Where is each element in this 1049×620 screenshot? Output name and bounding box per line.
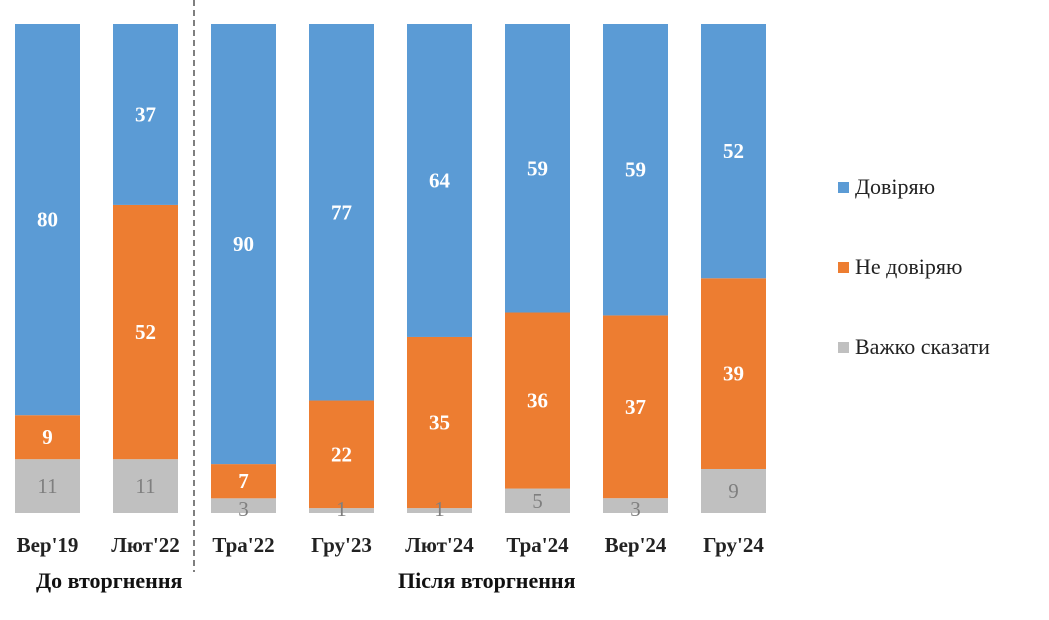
value-label-hard-to-say: 1: [434, 497, 445, 521]
x-tick-label: Тра'22: [212, 533, 274, 557]
legend-item-trust: Довіряю: [838, 172, 990, 202]
value-label-distrust: 39: [723, 362, 744, 386]
bar-segment-trust: [407, 24, 472, 337]
value-label-trust: 59: [625, 158, 646, 182]
bar-segment-trust: [113, 24, 178, 205]
value-label-trust: 90: [233, 232, 254, 256]
bar-segment-distrust: [701, 278, 766, 469]
bar-segment-hard-to-say: [113, 459, 178, 513]
value-label-hard-to-say: 5: [532, 489, 543, 513]
legend-label-trust: Довіряю: [855, 174, 936, 199]
value-label-distrust: 9: [42, 425, 53, 449]
bar-segment-trust: [15, 24, 80, 416]
value-label-hard-to-say: 3: [238, 497, 249, 521]
legend-item-distrust: Не довіряю: [838, 252, 990, 282]
legend-swatch-distrust: [838, 261, 849, 273]
bars-layer: [15, 24, 766, 513]
bar-segment-trust: [309, 24, 374, 401]
group-label-after: Після вторгнення: [398, 568, 576, 593]
bar-segment-hard-to-say: [505, 488, 570, 513]
legend-swatch-hard-to-say: [838, 341, 849, 353]
value-label-trust: 59: [527, 156, 548, 180]
bar-segment-distrust: [309, 400, 374, 509]
value-label-trust: 77: [331, 200, 352, 224]
group-label-before: До вторгнення: [36, 568, 183, 593]
bar-segment-trust: [701, 24, 766, 279]
x-tick-label: Тра'24: [506, 533, 569, 557]
bar-segment-hard-to-say: [701, 468, 766, 513]
value-label-distrust: 35: [429, 411, 450, 435]
value-label-hard-to-say: 9: [728, 479, 739, 503]
bar-segment-trust: [505, 24, 570, 313]
legend-item-hard-to-say: Важко сказати: [838, 332, 990, 362]
bar-segment-hard-to-say: [603, 498, 668, 513]
value-label-trust: 64: [429, 168, 451, 192]
value-label-trust: 37: [135, 102, 156, 126]
x-tick-label: Гру'24: [703, 533, 764, 557]
bar-segment-distrust: [113, 204, 178, 460]
value-label-hard-to-say: 3: [630, 497, 641, 521]
legend-label-distrust: Не довіряю: [855, 254, 963, 279]
value-label-distrust: 22: [331, 442, 352, 466]
x-tick-label: Вер'24: [605, 533, 667, 557]
value-label-hard-to-say: 11: [37, 474, 57, 498]
bar-segment-distrust: [407, 336, 472, 509]
x-tick-label: Лют'22: [111, 533, 180, 557]
value-label-trust: 80: [37, 208, 58, 232]
bar-segment-distrust: [505, 312, 570, 489]
value-label-distrust: 36: [527, 389, 548, 413]
x-axis-labels: Вер'19 Лют'22 Тра'22 Гру'23 Лют'24 Тра'24 Вер'…: [17, 533, 765, 557]
bar-segment-distrust: [15, 415, 80, 460]
legend-label-hard-to-say: Важко сказати: [855, 334, 990, 359]
bar-segment-trust: [211, 24, 276, 465]
value-label-hard-to-say: 1: [336, 497, 347, 521]
value-label-hard-to-say: 11: [135, 474, 155, 498]
bar-segment-distrust: [603, 315, 668, 499]
bar-segment-hard-to-say: [407, 508, 472, 513]
bar-segment-hard-to-say: [211, 498, 276, 513]
value-label-trust: 52: [723, 139, 744, 163]
value-label-distrust: 7: [238, 469, 249, 493]
bar-segment-hard-to-say: [15, 459, 80, 513]
x-tick-label: Вер'19: [17, 533, 79, 557]
value-label-distrust: 52: [135, 320, 156, 344]
legend-swatch-trust: [838, 181, 849, 193]
value-label-distrust: 37: [625, 395, 646, 419]
bar-segment-hard-to-say: [309, 508, 374, 513]
x-tick-label: Лют'24: [405, 533, 474, 557]
bar-segment-trust: [603, 24, 668, 316]
x-tick-label: Гру'23: [311, 533, 372, 557]
bar-segment-distrust: [211, 464, 276, 499]
legend: Довіряю Не довіряю Важко сказати: [838, 172, 990, 412]
